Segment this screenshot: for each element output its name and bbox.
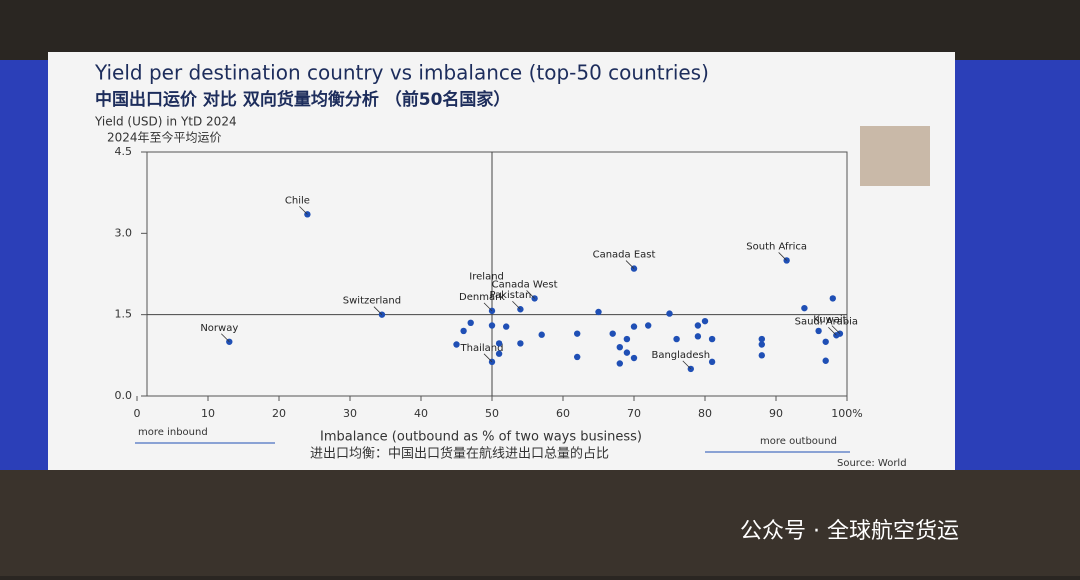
point xyxy=(694,322,702,329)
point xyxy=(574,330,581,337)
point xyxy=(822,338,829,345)
point xyxy=(517,340,524,347)
y-tick-label: 3.0 xyxy=(115,226,133,239)
point-label: Bangladesh xyxy=(651,350,710,361)
point-label: Kuwait xyxy=(813,315,846,326)
x-tick-label: 60 xyxy=(556,407,570,420)
point xyxy=(488,322,496,329)
point-label: Norway xyxy=(200,323,238,334)
label-leader xyxy=(483,302,493,312)
label-leader xyxy=(682,360,692,370)
point xyxy=(467,319,474,326)
point xyxy=(538,331,545,338)
x-tick-label: 80 xyxy=(698,407,712,420)
point-label: Pakistan xyxy=(489,290,531,301)
point xyxy=(815,327,822,335)
point xyxy=(758,335,765,343)
label-leader xyxy=(828,326,837,336)
label-leader xyxy=(778,252,787,261)
x-label-cn: 进出口均衡：中国出口货量在航线进出口总量的占比 xyxy=(310,446,609,462)
point xyxy=(623,335,631,343)
x-tick-label: 10 xyxy=(201,407,215,420)
watermark: 公众号 · 全球航空货运 xyxy=(740,519,959,544)
point-label: Thailand xyxy=(460,343,504,354)
point xyxy=(708,335,716,343)
point xyxy=(609,330,616,337)
point xyxy=(758,341,765,348)
title: Yield per destination country vs imbalan… xyxy=(94,61,709,85)
point xyxy=(708,358,716,366)
x-tick-label: 0 xyxy=(134,407,141,420)
source: Source: World xyxy=(837,458,907,469)
left-note: more inbound xyxy=(138,427,208,438)
point xyxy=(701,317,709,325)
point xyxy=(595,308,602,316)
point xyxy=(503,323,510,330)
y-label: Yield (USD) in YtD 2024 xyxy=(94,115,237,129)
point xyxy=(758,352,765,359)
slide-image xyxy=(860,126,930,186)
point xyxy=(574,353,581,361)
y-tick-label: 4.5 xyxy=(115,145,133,158)
point xyxy=(495,340,503,347)
label-leader xyxy=(512,300,521,310)
point xyxy=(630,323,638,330)
point-label: Switzerland xyxy=(343,296,401,307)
point xyxy=(616,360,623,367)
label-leader xyxy=(373,306,383,315)
point xyxy=(453,341,460,348)
point xyxy=(801,304,808,312)
audience xyxy=(0,470,1080,576)
x-tick-label: 50 xyxy=(485,407,499,420)
x-label: Imbalance (outbound as % of two ways bus… xyxy=(320,430,642,445)
point xyxy=(495,350,503,357)
label-leader xyxy=(526,290,535,299)
point-label: Chile xyxy=(285,195,310,206)
point xyxy=(673,335,680,343)
point-label: South Africa xyxy=(746,241,807,252)
slide xyxy=(48,52,955,470)
point xyxy=(616,344,623,351)
point xyxy=(829,295,836,302)
x-tick-label: 30 xyxy=(343,407,357,420)
point xyxy=(822,357,829,364)
point-label: Canada East xyxy=(593,250,656,261)
x-tick-label: 90 xyxy=(769,407,783,420)
y-tick-label: 0.0 xyxy=(115,389,133,402)
plot-frame xyxy=(146,151,848,397)
label-leader xyxy=(483,353,493,363)
point xyxy=(623,349,631,356)
y-tick-label: 1.5 xyxy=(115,308,133,321)
point xyxy=(630,354,638,362)
y-label-cn: 2024年至今平均运价 xyxy=(107,130,222,145)
label-leader xyxy=(299,206,308,215)
point-label: Ireland xyxy=(469,271,504,282)
x-tick-label: 70 xyxy=(627,407,641,420)
label-leader xyxy=(831,325,841,334)
point xyxy=(460,327,467,335)
point-label: Saudi Arabia xyxy=(795,316,858,327)
point xyxy=(666,310,673,317)
point-label: Denmark xyxy=(459,292,505,303)
label-leader xyxy=(625,260,635,269)
right-note: more outbound xyxy=(760,436,837,447)
x-tick-label: 40 xyxy=(414,407,428,420)
x-tick-label: 100% xyxy=(831,407,862,420)
point xyxy=(694,333,702,340)
point xyxy=(645,322,652,329)
point-label: Canada West xyxy=(492,279,558,290)
x-tick-label: 20 xyxy=(272,407,286,420)
subtitle: 中国出口运价 对比 双向货量均衡分析 （前50名国家） xyxy=(95,89,510,110)
label-leader xyxy=(221,333,230,343)
